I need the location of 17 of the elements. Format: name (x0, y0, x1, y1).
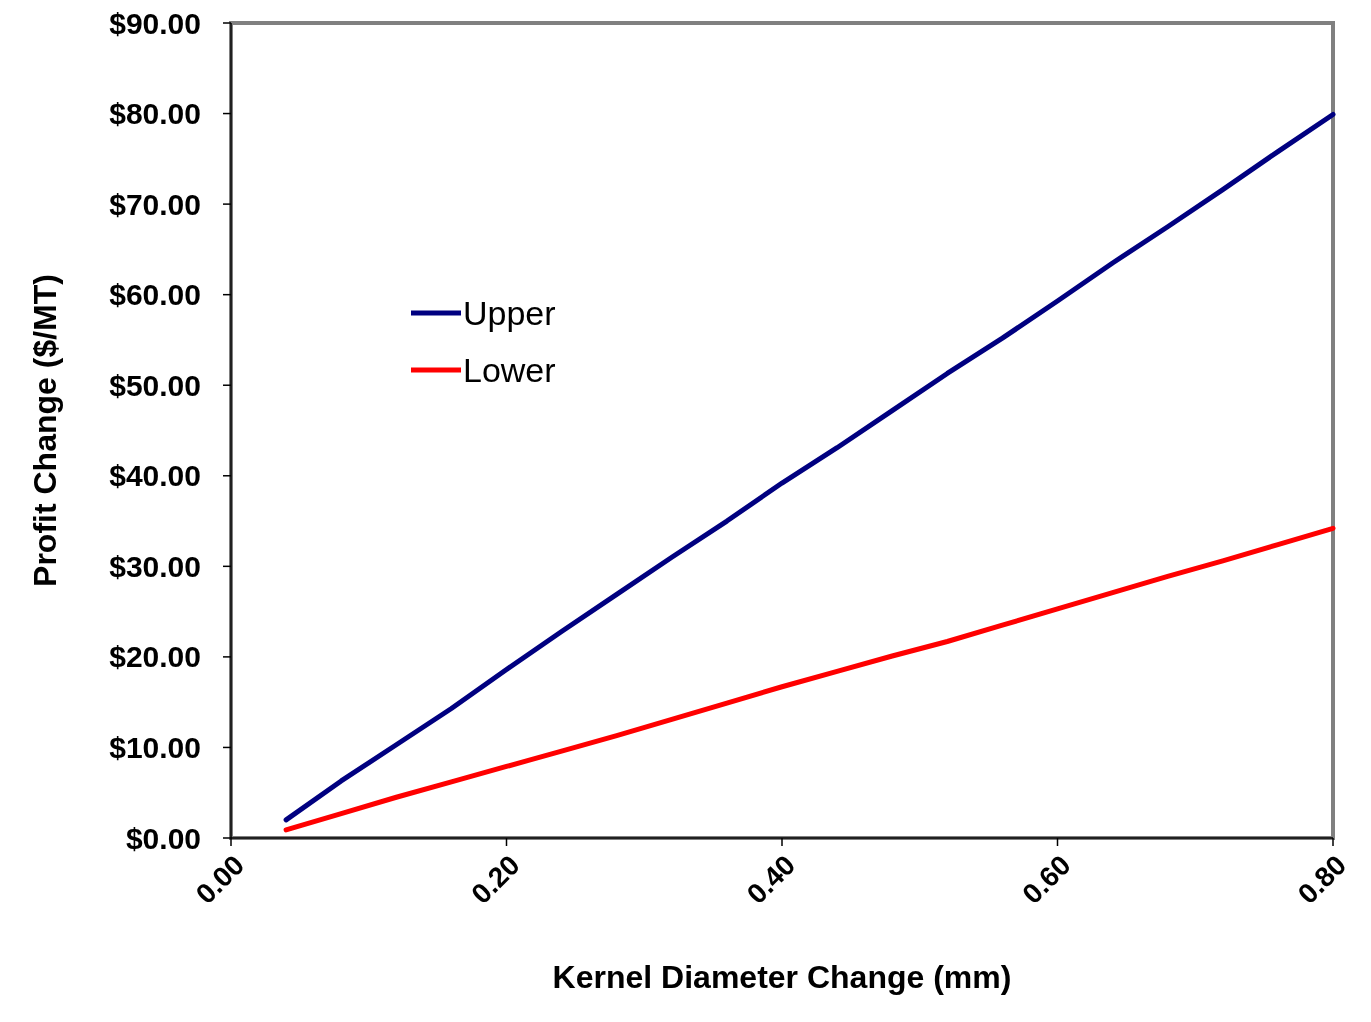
y-tick-label: $90.00 (109, 6, 201, 40)
x-axis-title: Kernel Diameter Change (mm) (552, 959, 1012, 995)
y-tick-label: $40.00 (109, 459, 201, 493)
x-tick-label: 0.40 (740, 849, 802, 910)
x-tick-label: 0.20 (465, 849, 526, 910)
legend-label: Upper (463, 293, 556, 332)
y-tick-label: $30.00 (109, 549, 201, 583)
y-tick-label: $60.00 (109, 278, 201, 312)
x-tick-label: 0.60 (1016, 849, 1077, 910)
y-tick-label: $10.00 (109, 730, 201, 764)
x-tick-label: 0.80 (1291, 849, 1353, 910)
y-tick-label: $80.00 (109, 97, 201, 131)
y-tick-label: $70.00 (109, 187, 201, 221)
legend-label: Lower (463, 350, 556, 389)
y-tick-label: $20.00 (109, 640, 201, 674)
y-tick-label: $50.00 (109, 368, 201, 402)
y-axis-title: Profit Change ($/MT) (27, 274, 63, 587)
